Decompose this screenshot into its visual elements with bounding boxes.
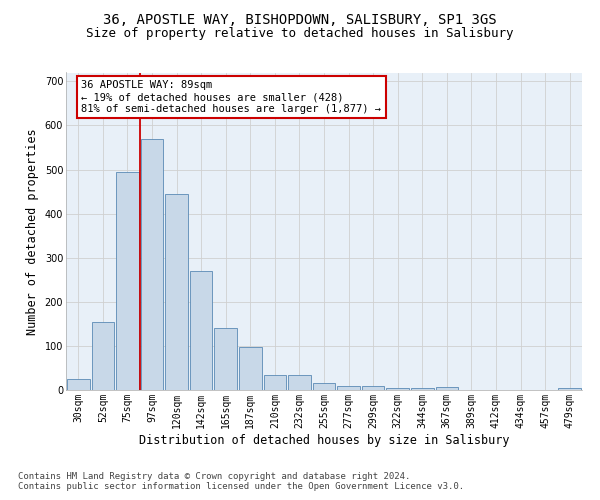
Bar [92,322,114,390]
Y-axis label: Number of detached properties: Number of detached properties [26,128,39,334]
Bar [140,138,163,390]
Bar [559,388,581,390]
Bar [239,347,262,390]
Text: Contains HM Land Registry data © Crown copyright and database right 2024.: Contains HM Land Registry data © Crown c… [18,472,410,481]
Bar [411,388,434,390]
Bar [190,271,212,390]
Text: Size of property relative to detached houses in Salisbury: Size of property relative to detached ho… [86,28,514,40]
Text: 36, APOSTLE WAY, BISHOPDOWN, SALISBURY, SP1 3GS: 36, APOSTLE WAY, BISHOPDOWN, SALISBURY, … [103,12,497,26]
Bar [436,387,458,390]
Bar [313,384,335,390]
Bar [214,328,237,390]
Bar [67,379,89,390]
Bar [386,388,409,390]
X-axis label: Distribution of detached houses by size in Salisbury: Distribution of detached houses by size … [139,434,509,446]
Text: Contains public sector information licensed under the Open Government Licence v3: Contains public sector information licen… [18,482,464,491]
Bar [116,172,139,390]
Bar [288,376,311,390]
Text: 36 APOSTLE WAY: 89sqm
← 19% of detached houses are smaller (428)
81% of semi-det: 36 APOSTLE WAY: 89sqm ← 19% of detached … [82,80,382,114]
Bar [337,386,360,390]
Bar [165,194,188,390]
Bar [362,386,385,390]
Bar [263,376,286,390]
